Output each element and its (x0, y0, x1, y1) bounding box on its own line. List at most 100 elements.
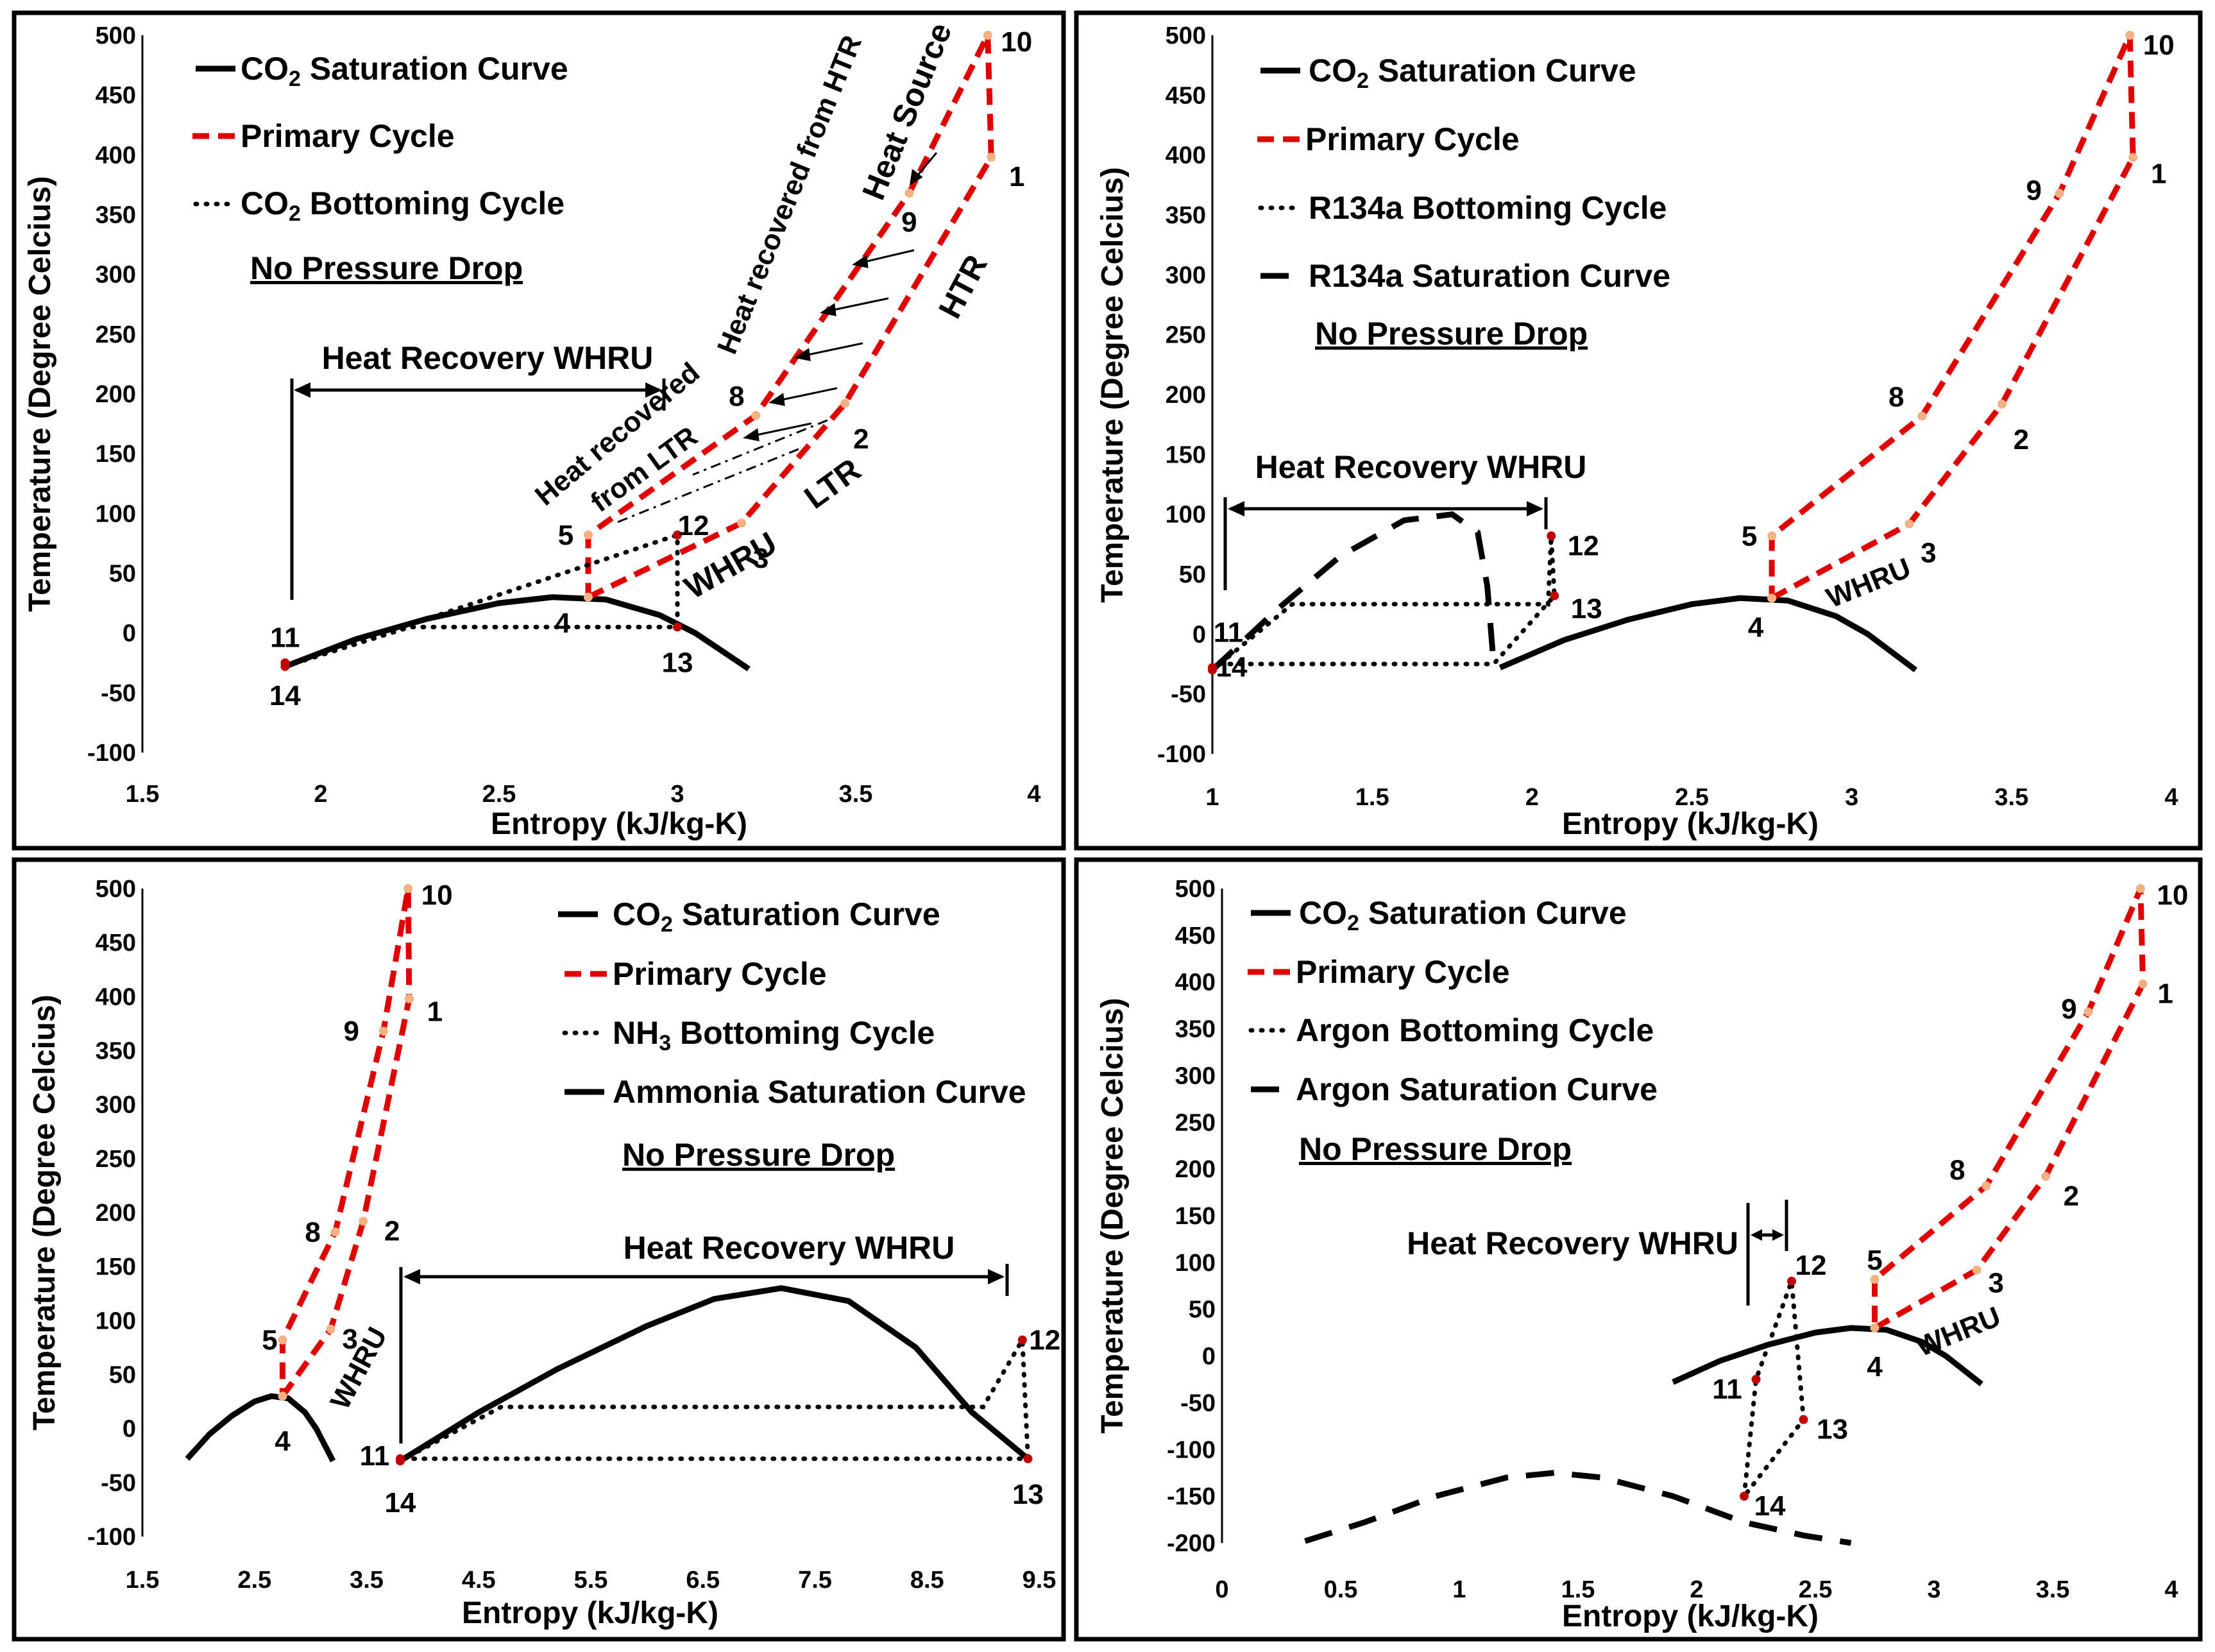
p1-point-label-3: 3 (753, 543, 768, 574)
p3-point-14 (395, 1456, 405, 1466)
p2-point-2 (1997, 399, 2007, 409)
p4-xtick-1: 0.5 (1324, 1576, 1358, 1603)
p2-series-primary-cycle (1769, 34, 2136, 601)
p4-point-5 (1870, 1275, 1880, 1284)
p3-ytick-12: -100 (87, 1524, 136, 1551)
p2-point-label-11: 11 (1214, 617, 1244, 649)
p3-ytick-10: 0 (123, 1416, 136, 1443)
p4-point-3 (1972, 1265, 1982, 1275)
p1-series-co2-saturation-curve (284, 594, 751, 672)
p3-point-1 (404, 994, 414, 1003)
p3-point-label-1: 1 (427, 996, 443, 1028)
p3-point-label-2: 2 (384, 1215, 400, 1247)
p1-point-1 (987, 153, 996, 162)
p3-point-2 (359, 1216, 368, 1226)
p4-xtick-6: 3 (1927, 1576, 1940, 1603)
p1-xtick-4: 3.5 (839, 781, 873, 808)
panel-4-chart: Temperature (Degree Celcius) Entropy (kJ… (1096, 876, 2188, 1633)
p1-ytick-11: -50 (101, 680, 136, 707)
p4-point-label-11: 11 (1712, 1374, 1742, 1405)
p1-xtick-1: 2 (314, 781, 327, 808)
p2-point-5 (1767, 531, 1777, 541)
p1-xtick-5: 4 (1027, 781, 1040, 808)
p1-label-heat-recovery-whru: Heat Recovery WHRU (322, 340, 654, 376)
p4-label-whru: WHRU (1912, 1301, 2005, 1363)
p4-point-label-5: 5 (1867, 1245, 1882, 1276)
p2-point-label-14: 14 (1216, 651, 1248, 683)
p1-ytick-4: 300 (96, 262, 136, 289)
p4-ytick-9: 50 (1189, 1297, 1216, 1324)
p1-point-label-9: 9 (901, 207, 917, 238)
p3-point-label-8: 8 (305, 1216, 320, 1248)
p4-x-title: Entropy (kJ/kg-K) (1562, 1599, 1819, 1633)
p4-xtick-4: 2 (1690, 1576, 1703, 1603)
p4-point-13 (1799, 1415, 1808, 1424)
p4-point-label-4: 4 (1867, 1351, 1883, 1383)
p1-point-13 (673, 622, 682, 632)
p4-point-9 (2083, 1007, 2093, 1017)
p3-xtick-3: 4.5 (462, 1567, 496, 1594)
p4-ytick-1: 450 (1175, 923, 1216, 949)
p2-whru-arrowhead-right (1527, 501, 1543, 516)
p4-point-11 (1751, 1375, 1761, 1384)
p4-note: No Pressure Drop (1299, 1131, 1572, 1167)
p3-label-heat-recovery-whru: Heat Recovery WHRU (624, 1230, 955, 1266)
p2-point-label-3: 3 (1921, 538, 1936, 569)
p3-point-label-14: 14 (384, 1487, 416, 1519)
panel-2-frame (1074, 10, 2203, 851)
p1-ytick-5: 250 (96, 321, 136, 348)
p3-point-label-3: 3 (342, 1324, 357, 1355)
p2-label-whru: WHRU (1822, 552, 1915, 615)
p3-whru-arrowhead-right (988, 1269, 1005, 1284)
p3-series-co2-saturation-curve (185, 1393, 336, 1463)
p4-ytick-10: 0 (1202, 1343, 1216, 1370)
p3-point-12 (1017, 1335, 1027, 1345)
p4-point-10 (2135, 884, 2145, 893)
p3-point-label-4: 4 (275, 1426, 291, 1457)
p1-ytick-8: 100 (96, 500, 136, 527)
p4-label-heat-recovery-whru: Heat Recovery WHRU (1407, 1225, 1738, 1261)
p4-ytick-13: -150 (1167, 1483, 1216, 1510)
p2-legend-primary: Primary Cycle (1305, 121, 1520, 157)
p4-legend-argon-sat: Argon Saturation Curve (1296, 1071, 1658, 1107)
p1-note: No Pressure Drop (250, 250, 523, 286)
p2-x-title: Entropy (kJ/kg-K) (1562, 807, 1819, 841)
p2-ytick-10: 0 (1192, 621, 1206, 648)
p4-point-label-10: 10 (2157, 880, 2188, 911)
p2-note: No Pressure Drop (1315, 316, 1588, 352)
p1-label-heat-source: Heat Source (855, 18, 958, 205)
p1-label-ltr: LTR (798, 452, 868, 516)
p2-xtick-0: 1 (1205, 784, 1219, 811)
p3-legend-nh3-bottom: NH3 Bottoming Cycle (613, 1015, 935, 1055)
p3-legend-primary: Primary Cycle (613, 956, 827, 992)
p3-x-title: Entropy (kJ/kg-K) (462, 1596, 718, 1630)
p4-point-12 (1787, 1277, 1796, 1286)
p2-point-4 (1767, 593, 1777, 603)
p1-xtick-3: 3 (670, 781, 684, 808)
p3-ytick-7: 150 (96, 1254, 136, 1281)
p4-point-label-9: 9 (2061, 993, 2076, 1025)
panel-3-frame (12, 857, 1066, 1642)
p2-point-8 (1917, 411, 1927, 421)
p4-xtick-7: 3.5 (2036, 1576, 2070, 1603)
p1-point-14 (280, 661, 290, 671)
p1-point-label-5: 5 (558, 520, 573, 551)
p1-point-label-8: 8 (729, 381, 744, 413)
p2-ytick-2: 400 (1166, 142, 1206, 169)
p2-ytick-12: -100 (1157, 741, 1206, 768)
p2-point-label-5: 5 (1742, 520, 1757, 552)
p4-ytick-12: -100 (1167, 1436, 1216, 1463)
p1-ytick-3: 350 (96, 202, 136, 229)
panel-1-frame (12, 10, 1066, 851)
p1-label-htr: HTR (931, 249, 994, 324)
p2-ytick-5: 250 (1166, 322, 1206, 349)
p4-point-label-14: 14 (1754, 1490, 1786, 1522)
p4-point-8 (1982, 1181, 1991, 1191)
p4-whru-arrowhead-right (1772, 1229, 1784, 1241)
p2-ytick-3: 350 (1166, 202, 1206, 229)
p3-xtick-8: 9.5 (1023, 1567, 1057, 1594)
p2-y-title: Temperature (Degree Celcius) (1096, 167, 1130, 602)
